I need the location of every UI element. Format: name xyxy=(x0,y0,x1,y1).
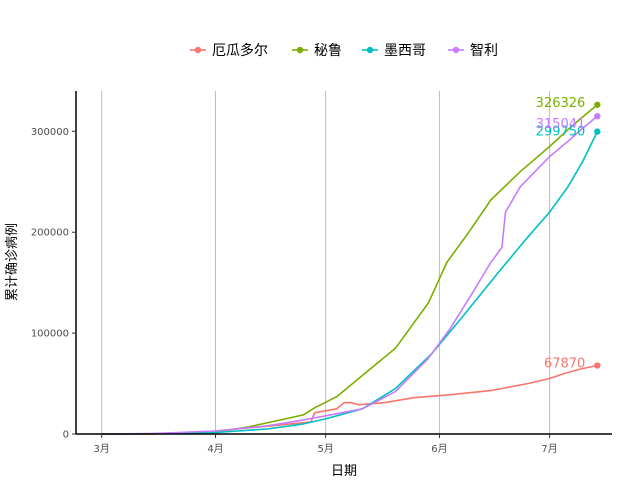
legend-item-0: 厄瓜多尔 xyxy=(190,42,268,59)
y-axis-title: 累计确诊病例 xyxy=(5,223,20,301)
legend-label: 厄瓜多尔 xyxy=(212,42,268,59)
legend-label: 墨西哥 xyxy=(384,43,426,59)
series-endpoint-3 xyxy=(594,112,601,120)
series-line-3 xyxy=(101,115,598,435)
legend-item-3: 智利 xyxy=(448,43,498,59)
gridlines xyxy=(101,91,551,434)
axes xyxy=(75,91,612,435)
legend-key-point xyxy=(296,46,304,54)
legend-item-1: 秘鲁 xyxy=(292,43,342,59)
series-endpoint-2 xyxy=(594,128,601,135)
legend-key-point xyxy=(366,46,374,54)
end-value-label-1: 326326 xyxy=(536,96,586,111)
legend-item-2: 墨西哥 xyxy=(362,43,426,59)
x-tick-label: 4月 xyxy=(207,443,223,455)
end-value-label-3: 315041 xyxy=(536,117,586,132)
legend: 厄瓜多尔 秘鲁 墨西哥 智利 xyxy=(190,42,498,59)
y-tick-label: 300000 xyxy=(31,127,69,138)
legend-key-point xyxy=(194,46,202,54)
x-tick-label: 3月 xyxy=(94,443,110,455)
x-ticks: 3月 4月 5月 6月 7月 xyxy=(94,434,558,455)
x-tick-label: 7月 xyxy=(541,443,557,455)
series-lines xyxy=(101,104,599,435)
series-line-0 xyxy=(101,364,598,435)
x-tick-label: 6月 xyxy=(431,443,447,455)
series-line-2 xyxy=(101,131,599,435)
legend-label: 秘鲁 xyxy=(314,43,342,59)
series-endpoint-1 xyxy=(594,101,601,108)
series-endpoint-0 xyxy=(594,362,601,369)
end-points xyxy=(594,101,601,369)
y-ticks: 0 100000 200000 300000 xyxy=(31,127,76,441)
x-tick-label: 5月 xyxy=(317,443,333,455)
y-tick-label: 100000 xyxy=(31,329,69,340)
end-value-label-2: 299750 xyxy=(536,125,586,140)
legend-label: 智利 xyxy=(470,43,498,59)
legend-key-point xyxy=(452,46,460,54)
y-tick-label: 0 xyxy=(63,430,69,441)
x-axis-title: 日期 xyxy=(331,464,357,479)
end-value-label-0: 67870 xyxy=(544,357,585,372)
y-tick-label: 200000 xyxy=(31,228,69,239)
